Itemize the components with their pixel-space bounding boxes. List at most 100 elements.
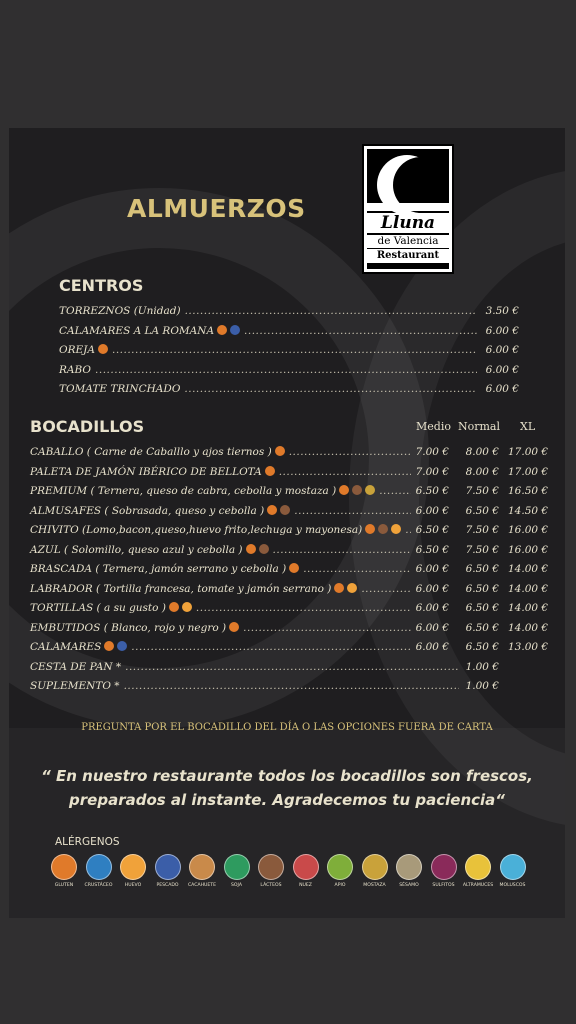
menu-item: OREJA...................................…	[59, 344, 565, 360]
dot-leader: ........................................…	[184, 383, 477, 395]
logo-subname: de Valencia	[367, 235, 449, 248]
logo-name: Lluna	[367, 213, 449, 233]
gluten-icon	[51, 854, 77, 880]
allergen-label: SULFITOS	[432, 883, 455, 888]
menu-item-price: 6.50 €	[465, 563, 499, 575]
menu-item-label: PALETA DE JAMÓN IBÉRICO DE BELLOTA	[30, 465, 262, 478]
menu-item-price: 7.00 €	[415, 465, 449, 478]
cacahuete-icon	[189, 854, 215, 880]
lacteos-icon	[352, 485, 363, 495]
menu-item-name: CALAMARES A LA ROMANA	[59, 324, 241, 337]
crustaceo-icon	[85, 854, 112, 880]
menu-item: CALAMARES A LA ROMANA...................…	[59, 324, 565, 341]
menu-item-price: 6.00 €	[415, 602, 449, 614]
menu-item: BRASCADA ( Ternera, jamón serrano y cebo…	[30, 563, 565, 579]
lacteos-icon	[280, 504, 291, 515]
menu-item-price: 14.00 €	[508, 563, 549, 575]
menu-item-name: RABO	[59, 364, 91, 376]
daily-special-note: PREGUNTA POR EL BOCADILLO DEL DÍA O LAS …	[81, 722, 493, 733]
menu-item-label: CESTA DE PAN *	[30, 660, 122, 673]
quote-line-2: preparados al instante. Agradecemos tu p…	[69, 791, 505, 809]
huevo-icon	[391, 524, 402, 534]
dot-leader: ........................................…	[123, 680, 459, 692]
column-normal: Normal	[458, 420, 501, 433]
menu-item-price: 6.50 €	[415, 524, 449, 536]
allergen-label: NUEZ	[299, 883, 312, 888]
quote-line-1: “ En nuestro restaurante todos los bocad…	[41, 767, 533, 785]
dot-leader: ........................................…	[131, 641, 411, 653]
allergen-moluscos: MOLUSCOS	[496, 854, 530, 888]
menu-item-price: 7.00 €	[415, 446, 449, 458]
allergen-soja: SOJA	[220, 854, 254, 888]
menu-item-price: 6.50 €	[465, 582, 499, 595]
mostaza-icon	[361, 854, 388, 880]
menu-item-name: PALETA DE JAMÓN IBÉRICO DE BELLOTA	[30, 465, 275, 478]
menu-item: CESTA DE PAN *..........................…	[30, 661, 565, 677]
gluten-icon	[289, 563, 300, 573]
allergen-label: HUEVO	[124, 883, 142, 888]
menu-item-price: 14.00 €	[508, 582, 549, 595]
dot-leader: ........................................…	[244, 324, 477, 337]
mostaza-icon	[365, 485, 376, 495]
allergen-mostaza: MOSTAZA	[358, 854, 392, 888]
menu-item-label: LABRADOR ( Tortilla francesa, tomate y j…	[30, 582, 332, 595]
menu-item-label: PREMIUM ( Ternera, queso de cabra, cebol…	[30, 485, 337, 497]
page-title: ALMUERZOS	[127, 194, 306, 223]
menu-item-label: SUPLEMENTO *	[30, 680, 120, 692]
menu-item-name: CABALLO ( Carne de Caballlo y ajos tiern…	[30, 446, 285, 458]
menu-item-price: 6.00 €	[485, 363, 519, 376]
gluten-icon	[334, 582, 345, 593]
menu-item-label: TOMATE TRINCHADO	[59, 383, 181, 395]
gluten-icon	[365, 524, 376, 534]
allergen-label: MOLUSCOS	[499, 883, 526, 888]
menu-item-price: 6.50 €	[415, 485, 449, 497]
menu-item: TOMATE TRINCHADO........................…	[59, 383, 565, 399]
allergen-label: LÁCTEOS	[260, 883, 282, 888]
nuez-icon	[292, 854, 319, 880]
menu-item: LABRADOR ( Tortilla francesa, tomate y j…	[30, 582, 565, 599]
menu-item-price: 8.00 €	[465, 446, 499, 458]
allergen-lacteos: LÁCTEOS	[254, 854, 288, 888]
gluten-icon	[229, 621, 240, 632]
allergen-label: ALTRAMUCES	[462, 883, 494, 888]
allergen-crustaceo: CRUSTÁCEO	[82, 854, 116, 888]
section-centros: CENTROS	[59, 276, 144, 295]
allergen-sesamo: SÉSAMO	[392, 854, 426, 888]
allergen-pescado: PESCADO	[151, 854, 185, 888]
allergen-huevo: HUEVO	[116, 854, 150, 888]
menu-item-label: TORREZNOS (Unidad)	[59, 305, 181, 317]
menu-item: CALAMARES...............................…	[30, 641, 565, 657]
huevo-icon	[347, 582, 358, 593]
menu-item-price: 16.00 €	[508, 524, 549, 536]
menu-item-price: 7.50 €	[465, 524, 499, 536]
gluten-icon	[264, 465, 275, 476]
column-xl: XL	[520, 420, 536, 433]
menu-item-price: 6.00 €	[415, 621, 449, 634]
menu-item-label: CALAMARES	[30, 641, 102, 653]
dot-leader: ........................................…	[95, 363, 477, 376]
menu-item-name: CHIVITO (Lomo,bacon,queso,huevo frito,le…	[30, 524, 402, 536]
allergen-label: SOJA	[231, 883, 242, 888]
allergens-title: ALÉRGENOS	[55, 836, 120, 848]
dot-leader: ........................................…	[288, 446, 411, 458]
dot-leader: ........................................…	[243, 621, 411, 634]
dot-leader: ........................................…	[294, 504, 411, 517]
huevo-icon	[120, 854, 146, 880]
allergen-apio: APIO	[323, 854, 357, 888]
dot-leader: ........................................…	[125, 660, 459, 673]
dot-leader: ........................................…	[272, 543, 411, 556]
menu-item-price: 16.00 €	[508, 543, 549, 556]
dot-leader: ........................................…	[111, 344, 477, 356]
menu-item-price: 8.00 €	[465, 465, 499, 478]
gluten-icon	[168, 602, 179, 612]
menu-item: PREMIUM ( Ternera, queso de cabra, cebol…	[30, 485, 565, 501]
menu-item-label: BRASCADA ( Ternera, jamón serrano y cebo…	[30, 563, 287, 575]
menu-item-price: 6.00 €	[485, 383, 519, 395]
menu-item: SUPLEMENTO *............................…	[30, 680, 565, 696]
menu-item-price: 17.00 €	[508, 465, 549, 478]
apio-icon	[327, 854, 353, 880]
menu-item-price: 6.00 €	[415, 563, 449, 575]
logo-restaurant: Restaurant	[367, 249, 449, 263]
menu-item-label: CABALLO ( Carne de Caballlo y ajos tiern…	[30, 446, 272, 458]
menu-item-price: 3.50 €	[485, 305, 519, 317]
